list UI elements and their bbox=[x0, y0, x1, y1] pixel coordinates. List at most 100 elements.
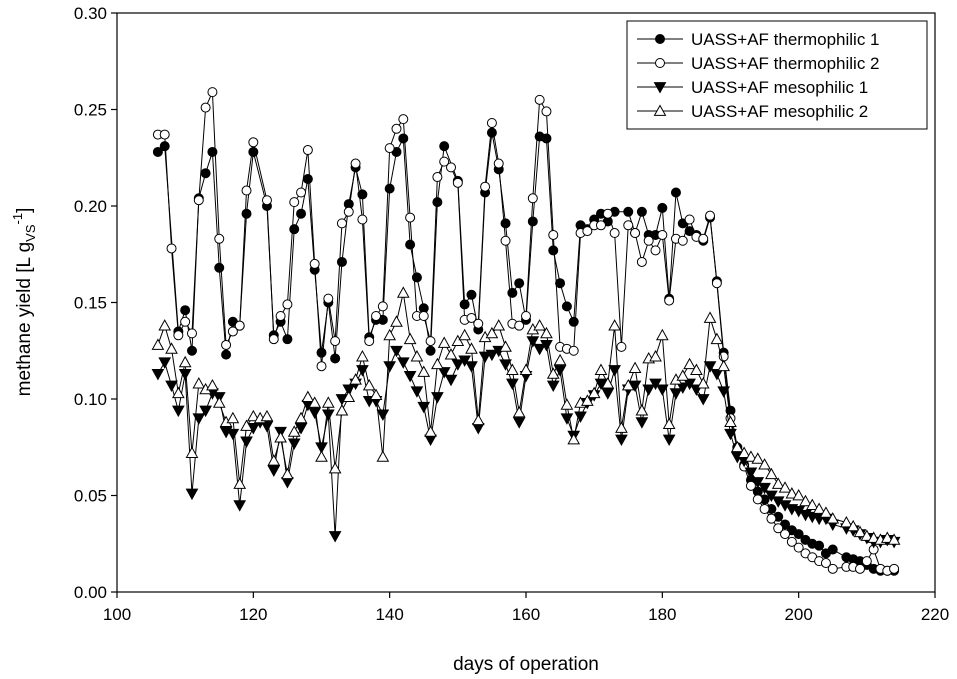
marker bbox=[649, 378, 662, 391]
marker bbox=[425, 336, 436, 347]
marker bbox=[793, 542, 804, 553]
marker bbox=[418, 311, 429, 322]
legend-label: UASS+AF mesophilic 1 bbox=[691, 78, 868, 97]
marker bbox=[316, 347, 327, 358]
marker bbox=[396, 357, 410, 369]
marker bbox=[765, 467, 778, 480]
y-tick-label: 0.05 bbox=[74, 487, 107, 506]
marker bbox=[623, 220, 634, 231]
marker bbox=[405, 239, 416, 250]
x-tick-label: 120 bbox=[239, 605, 267, 624]
marker bbox=[773, 523, 784, 534]
marker bbox=[594, 363, 608, 375]
marker bbox=[745, 480, 756, 491]
marker bbox=[364, 336, 375, 347]
y-tick-label: 0.25 bbox=[74, 101, 107, 120]
marker bbox=[234, 320, 245, 331]
series bbox=[152, 87, 900, 576]
y-label-main: methane yield [L g bbox=[14, 242, 35, 397]
marker bbox=[357, 214, 368, 225]
marker bbox=[690, 363, 703, 375]
marker bbox=[636, 256, 647, 267]
marker bbox=[214, 233, 225, 244]
marker bbox=[180, 305, 191, 316]
marker bbox=[240, 436, 253, 448]
marker bbox=[683, 378, 696, 391]
marker bbox=[158, 357, 172, 369]
marker bbox=[512, 405, 526, 418]
marker bbox=[568, 345, 579, 356]
marker bbox=[880, 531, 894, 543]
marker bbox=[282, 334, 293, 345]
marker bbox=[383, 328, 397, 341]
marker bbox=[553, 353, 567, 366]
marker bbox=[730, 440, 744, 453]
marker bbox=[180, 316, 191, 327]
marker bbox=[431, 357, 444, 370]
marker bbox=[357, 189, 368, 200]
y-tick-label: 0.20 bbox=[74, 197, 107, 216]
marker bbox=[780, 529, 791, 540]
marker bbox=[642, 384, 656, 396]
marker bbox=[615, 434, 628, 447]
marker bbox=[471, 413, 485, 426]
marker bbox=[602, 208, 613, 219]
marker bbox=[655, 384, 669, 396]
marker bbox=[670, 187, 681, 198]
marker bbox=[765, 490, 778, 503]
marker bbox=[452, 177, 463, 188]
marker bbox=[560, 398, 574, 410]
marker bbox=[853, 525, 867, 538]
marker bbox=[274, 431, 287, 443]
marker bbox=[486, 127, 497, 138]
marker bbox=[336, 256, 347, 267]
marker bbox=[336, 218, 347, 229]
marker bbox=[758, 458, 771, 470]
marker bbox=[294, 411, 308, 424]
series bbox=[151, 336, 901, 549]
marker bbox=[241, 185, 252, 196]
marker bbox=[710, 369, 724, 381]
marker bbox=[581, 394, 594, 406]
marker bbox=[630, 228, 641, 239]
marker bbox=[846, 519, 860, 532]
marker bbox=[867, 531, 880, 543]
marker bbox=[214, 262, 225, 273]
marker bbox=[425, 345, 436, 356]
marker bbox=[684, 214, 695, 225]
marker bbox=[533, 343, 546, 356]
marker bbox=[568, 316, 579, 327]
marker bbox=[275, 311, 286, 322]
marker bbox=[705, 210, 716, 221]
marker bbox=[615, 421, 628, 433]
marker bbox=[724, 415, 737, 428]
marker bbox=[499, 359, 512, 371]
marker bbox=[384, 183, 395, 194]
marker bbox=[226, 428, 240, 441]
y-label-sub: VS bbox=[23, 224, 38, 242]
marker bbox=[473, 318, 484, 329]
marker bbox=[506, 378, 519, 391]
marker bbox=[650, 245, 661, 256]
marker bbox=[158, 319, 172, 331]
marker bbox=[521, 311, 531, 322]
marker bbox=[655, 58, 665, 68]
marker bbox=[377, 301, 388, 312]
y-tick-label: 0.15 bbox=[74, 294, 107, 313]
marker bbox=[459, 299, 470, 310]
marker bbox=[595, 220, 606, 231]
marker bbox=[533, 319, 546, 331]
marker bbox=[751, 477, 765, 489]
marker bbox=[635, 404, 649, 416]
marker bbox=[417, 401, 431, 414]
marker bbox=[221, 339, 232, 350]
marker bbox=[321, 409, 335, 421]
marker bbox=[512, 417, 526, 429]
marker bbox=[493, 158, 504, 169]
marker bbox=[492, 319, 506, 331]
marker bbox=[771, 477, 785, 489]
marker bbox=[594, 378, 608, 391]
marker bbox=[514, 320, 525, 331]
marker bbox=[621, 378, 635, 391]
marker bbox=[744, 450, 758, 462]
